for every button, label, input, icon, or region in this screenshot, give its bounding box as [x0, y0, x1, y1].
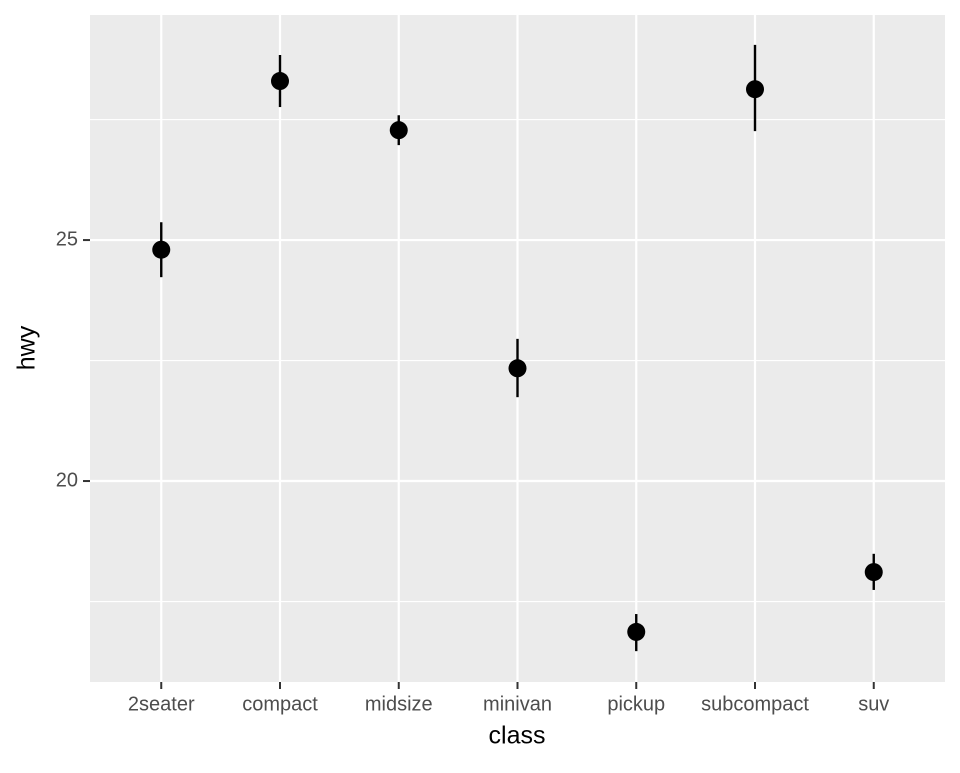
y-tick-label: 25: [56, 228, 78, 250]
y-axis-title: hwy: [13, 325, 41, 370]
x-axis-title: class: [489, 722, 546, 750]
point: [864, 563, 883, 582]
y-tick-label: 20: [56, 469, 78, 491]
x-tick-label: pickup: [607, 693, 665, 715]
x-tick-label: 2seater: [128, 693, 195, 715]
x-tick-label: minivan: [483, 693, 552, 715]
point: [627, 622, 646, 641]
point: [152, 240, 171, 259]
x-tick-label: suv: [858, 693, 889, 715]
x-tick-label: subcompact: [701, 693, 809, 715]
point: [389, 121, 408, 140]
x-tick-label: midsize: [365, 693, 433, 715]
point: [508, 359, 527, 378]
point: [271, 72, 289, 91]
point: [746, 80, 764, 99]
marks: [152, 44, 883, 652]
x-tick-label: compact: [242, 693, 318, 715]
